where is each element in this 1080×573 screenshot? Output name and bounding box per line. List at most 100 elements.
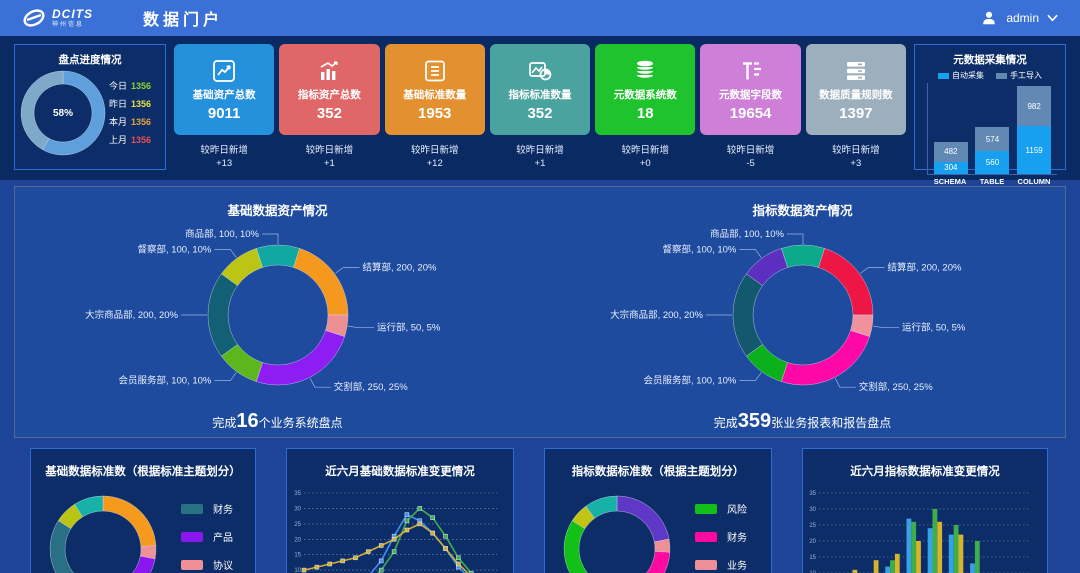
kpi-title: 元数据系统数: [613, 88, 677, 101]
svg-text:结算部, 200, 20%: 结算部, 200, 20%: [887, 261, 961, 273]
legend-swatch-manual: [996, 72, 1007, 79]
logo-text: DCITS: [52, 7, 93, 21]
stat-value: 1356: [131, 81, 152, 91]
progress-donut-svg: [20, 70, 106, 156]
kpi-delta: 较昨日新增 +1: [516, 145, 564, 169]
database-icon: [637, 60, 654, 78]
kpi-value: 352: [316, 104, 342, 122]
progress-percent: 58%: [52, 107, 73, 119]
legend-item: 财务: [695, 529, 763, 544]
svg-text:20: 20: [294, 537, 301, 543]
indicator-standards-donut-chart: [553, 485, 681, 573]
username: admin: [1006, 11, 1039, 25]
kpi-card[interactable]: 基础标准数量 1953: [384, 44, 485, 135]
kpi-card-column: 指标标准数量 352 较昨日新增 +1: [489, 44, 591, 170]
base-standards-panel: 基础数据标准数（根据标准主题划分） 财务 产品 协议 资产 员工: [30, 448, 256, 573]
summary-number: 16: [236, 410, 259, 432]
stat-value: 1356: [131, 117, 152, 127]
base-assets-title: 基础数据资产情况: [227, 204, 328, 218]
legend-item: 协议: [181, 557, 247, 572]
dcits-logo-icon: [23, 9, 45, 27]
kpi-card[interactable]: 数据质量规则数 1397: [805, 44, 906, 135]
kpi-title: 基础标准数量: [403, 88, 467, 101]
kpi-card[interactable]: 指标资产总数 352: [279, 44, 380, 135]
base-assets-section: 基础数据资产情况 商品部, 100, 10% 结算部, 200, 20% 运行部, …: [15, 187, 540, 437]
stacked-bar: 482 304: [933, 141, 968, 174]
svg-text:大宗商品部, 200, 20%: 大宗商品部, 200, 20%: [610, 309, 703, 321]
logo[interactable]: DCITS 神州信息: [22, 6, 93, 30]
svg-text:交割部, 250, 25%: 交割部, 250, 25%: [333, 381, 407, 393]
kpi-card[interactable]: 指标标准数量 352: [489, 44, 591, 135]
kpi-card-column: 基础资产总数 9011 较昨日新增 +13: [174, 44, 275, 170]
svg-text:10: 10: [809, 571, 816, 573]
svg-text:督察部, 100, 10%: 督察部, 100, 10%: [662, 243, 736, 255]
base-standards-title: 基础数据标准数（根据标准主题划分）: [45, 466, 241, 478]
svg-text:35: 35: [809, 491, 816, 497]
auto-segment: 1159: [1017, 126, 1052, 174]
svg-text:35: 35: [294, 491, 301, 497]
legend-swatch-auto: [938, 72, 949, 79]
header: DCITS 神州信息 数据门户 admin: [0, 0, 1080, 36]
base-assets-summary: 完成16个业务系统盘点: [212, 410, 343, 432]
kpi-value: 1397: [839, 104, 873, 122]
bottom-row: 基础数据标准数（根据标准主题划分） 财务 产品 协议 资产 员工 近六月基础数据…: [0, 438, 1080, 573]
legend-swatch: [695, 559, 717, 570]
kpi-card-column: 元数据字段数 19654 较昨日新增 -5: [700, 44, 801, 170]
kpi-card-column: 指标资产总数 352 较昨日新增 +1: [279, 44, 380, 170]
indicator-standards-title: 指标数据标准数（根据主题划分）: [571, 466, 745, 478]
kpi-card-column: 元数据系统数 18 较昨日新增 +0: [595, 44, 696, 170]
svg-text:督察部, 100, 10%: 督察部, 100, 10%: [137, 243, 211, 255]
kpi-cards: 基础资产总数 9011 较昨日新增 +13 指标资产总数 352 较昨日新增 +1 …: [174, 44, 906, 170]
base-changes-title: 近六月基础数据标准变更情况: [325, 466, 475, 478]
base-changes-line-svg: 5101520253035: [294, 491, 497, 573]
inventory-progress-title: 盘点进度情况: [58, 54, 122, 66]
user-menu[interactable]: admin: [980, 9, 1058, 27]
stat-value: 1356: [131, 135, 152, 145]
base-standards-donut-chart: [39, 485, 167, 573]
stat-value: 1356: [131, 99, 152, 109]
inventory-progress-donut: 58%: [19, 69, 107, 157]
server-stack-icon: [846, 61, 865, 80]
base-standards-legend: 财务 产品 协议 资产 员工: [167, 501, 247, 573]
indicator-changes-panel: 近六月指标数据标准变更情况 5101520253035: [802, 448, 1048, 573]
svg-text:10: 10: [294, 568, 301, 573]
legend-label: 风险: [727, 505, 747, 516]
legend-item: 财务: [181, 501, 247, 516]
svg-text:会员服务部, 100, 10%: 会员服务部, 100, 10%: [118, 375, 211, 387]
kpi-title: 指标资产总数: [297, 88, 361, 101]
kpi-delta: 较昨日新增 +13: [200, 145, 248, 169]
manual-segment: 482: [933, 141, 968, 162]
inventory-progress-panel: 盘点进度情况 58% 今日 1356 昨日 1356 本月 1356 上月 1356: [14, 44, 166, 170]
stacked-bar: 982 1159: [1017, 86, 1052, 174]
svg-text:会员服务部, 100, 10%: 会员服务部, 100, 10%: [643, 375, 736, 387]
svg-text:25: 25: [294, 522, 301, 528]
indicator-assets-section: 指标数据资产情况 商品部, 100, 10% 结算部, 200, 20% 运行部, …: [540, 187, 1065, 437]
stat-row: 上月 1356: [109, 135, 152, 145]
kpi-value: 19654: [729, 104, 772, 122]
indicator-assets-donut-svg: 商品部, 100, 10% 结算部, 200, 20% 运行部, 50, 5% 交割部…: [610, 228, 966, 393]
stacked-bar-chart: 482 304 574 560 982 1159: [927, 83, 1057, 175]
bar-category-label: SCHEMA: [933, 177, 967, 186]
svg-text:30: 30: [294, 506, 301, 512]
kpi-card[interactable]: 元数据系统数 18: [595, 44, 696, 135]
stacked-bar-categories: SCHEMA TABLE COLUMN: [927, 177, 1057, 186]
kpi-title: 指标标准数量: [508, 88, 572, 101]
indicator-assets-summary: 完成359张业务报表和报告盘点: [713, 410, 892, 432]
base-changes-panel: 近六月基础数据标准变更情况 5101520253035: [286, 448, 514, 573]
kpi-delta: 较昨日新增 +1: [305, 145, 354, 169]
legend-label: 财务: [727, 533, 747, 544]
svg-text:大宗商品部, 200, 20%: 大宗商品部, 200, 20%: [85, 309, 178, 321]
legend-swatch: [181, 559, 203, 570]
kpi-card[interactable]: 基础资产总数 9011: [174, 44, 275, 135]
kpi-title: 数据质量规则数: [819, 88, 893, 101]
base-changes-line-chart: 5101520253035: [287, 485, 513, 573]
legend-item: 自动采集: [938, 70, 984, 81]
legend-swatch: [181, 531, 203, 542]
legend-item: 手工导入: [996, 70, 1042, 81]
svg-text:商品部, 100, 10%: 商品部, 100, 10%: [185, 228, 259, 240]
manual-segment: 574: [975, 127, 1010, 151]
kpi-card[interactable]: 元数据字段数 19654: [700, 44, 801, 135]
stat-row: 今日 1356: [109, 81, 152, 91]
kpi-value: 352: [527, 104, 553, 122]
indicator-standards-panel: 指标数据标准数（根据主题划分） 风险 财务 业务 运行 信息: [544, 448, 772, 573]
